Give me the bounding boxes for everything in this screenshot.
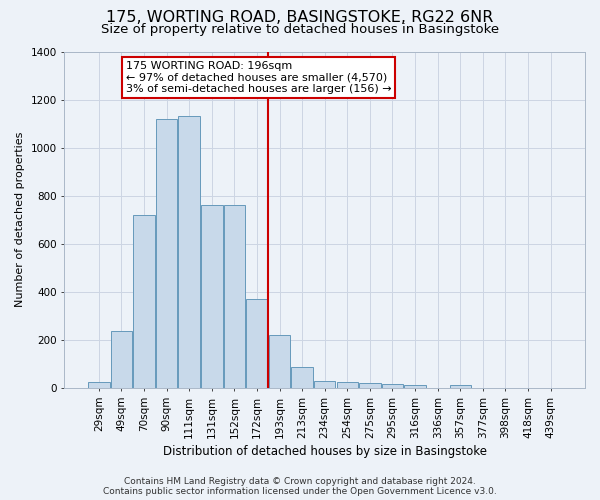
Bar xyxy=(314,380,335,388)
Bar xyxy=(404,384,426,388)
Text: 175 WORTING ROAD: 196sqm
← 97% of detached houses are smaller (4,570)
3% of semi: 175 WORTING ROAD: 196sqm ← 97% of detach… xyxy=(126,61,392,94)
Text: Contains HM Land Registry data © Crown copyright and database right 2024.: Contains HM Land Registry data © Crown c… xyxy=(124,477,476,486)
Bar xyxy=(269,335,290,388)
Bar xyxy=(201,205,223,388)
Bar xyxy=(156,119,178,388)
Bar xyxy=(88,382,110,388)
Bar xyxy=(133,215,155,388)
Y-axis label: Number of detached properties: Number of detached properties xyxy=(15,132,25,308)
Bar xyxy=(110,332,132,388)
Bar xyxy=(224,205,245,388)
Bar xyxy=(382,384,403,388)
Bar xyxy=(359,383,380,388)
Text: Contains public sector information licensed under the Open Government Licence v3: Contains public sector information licen… xyxy=(103,487,497,496)
Text: Size of property relative to detached houses in Basingstoke: Size of property relative to detached ho… xyxy=(101,22,499,36)
Text: 175, WORTING ROAD, BASINGSTOKE, RG22 6NR: 175, WORTING ROAD, BASINGSTOKE, RG22 6NR xyxy=(106,10,494,25)
Bar xyxy=(337,382,358,388)
Bar xyxy=(449,386,471,388)
Bar xyxy=(292,368,313,388)
X-axis label: Distribution of detached houses by size in Basingstoke: Distribution of detached houses by size … xyxy=(163,444,487,458)
Bar xyxy=(246,299,268,388)
Bar xyxy=(178,116,200,388)
